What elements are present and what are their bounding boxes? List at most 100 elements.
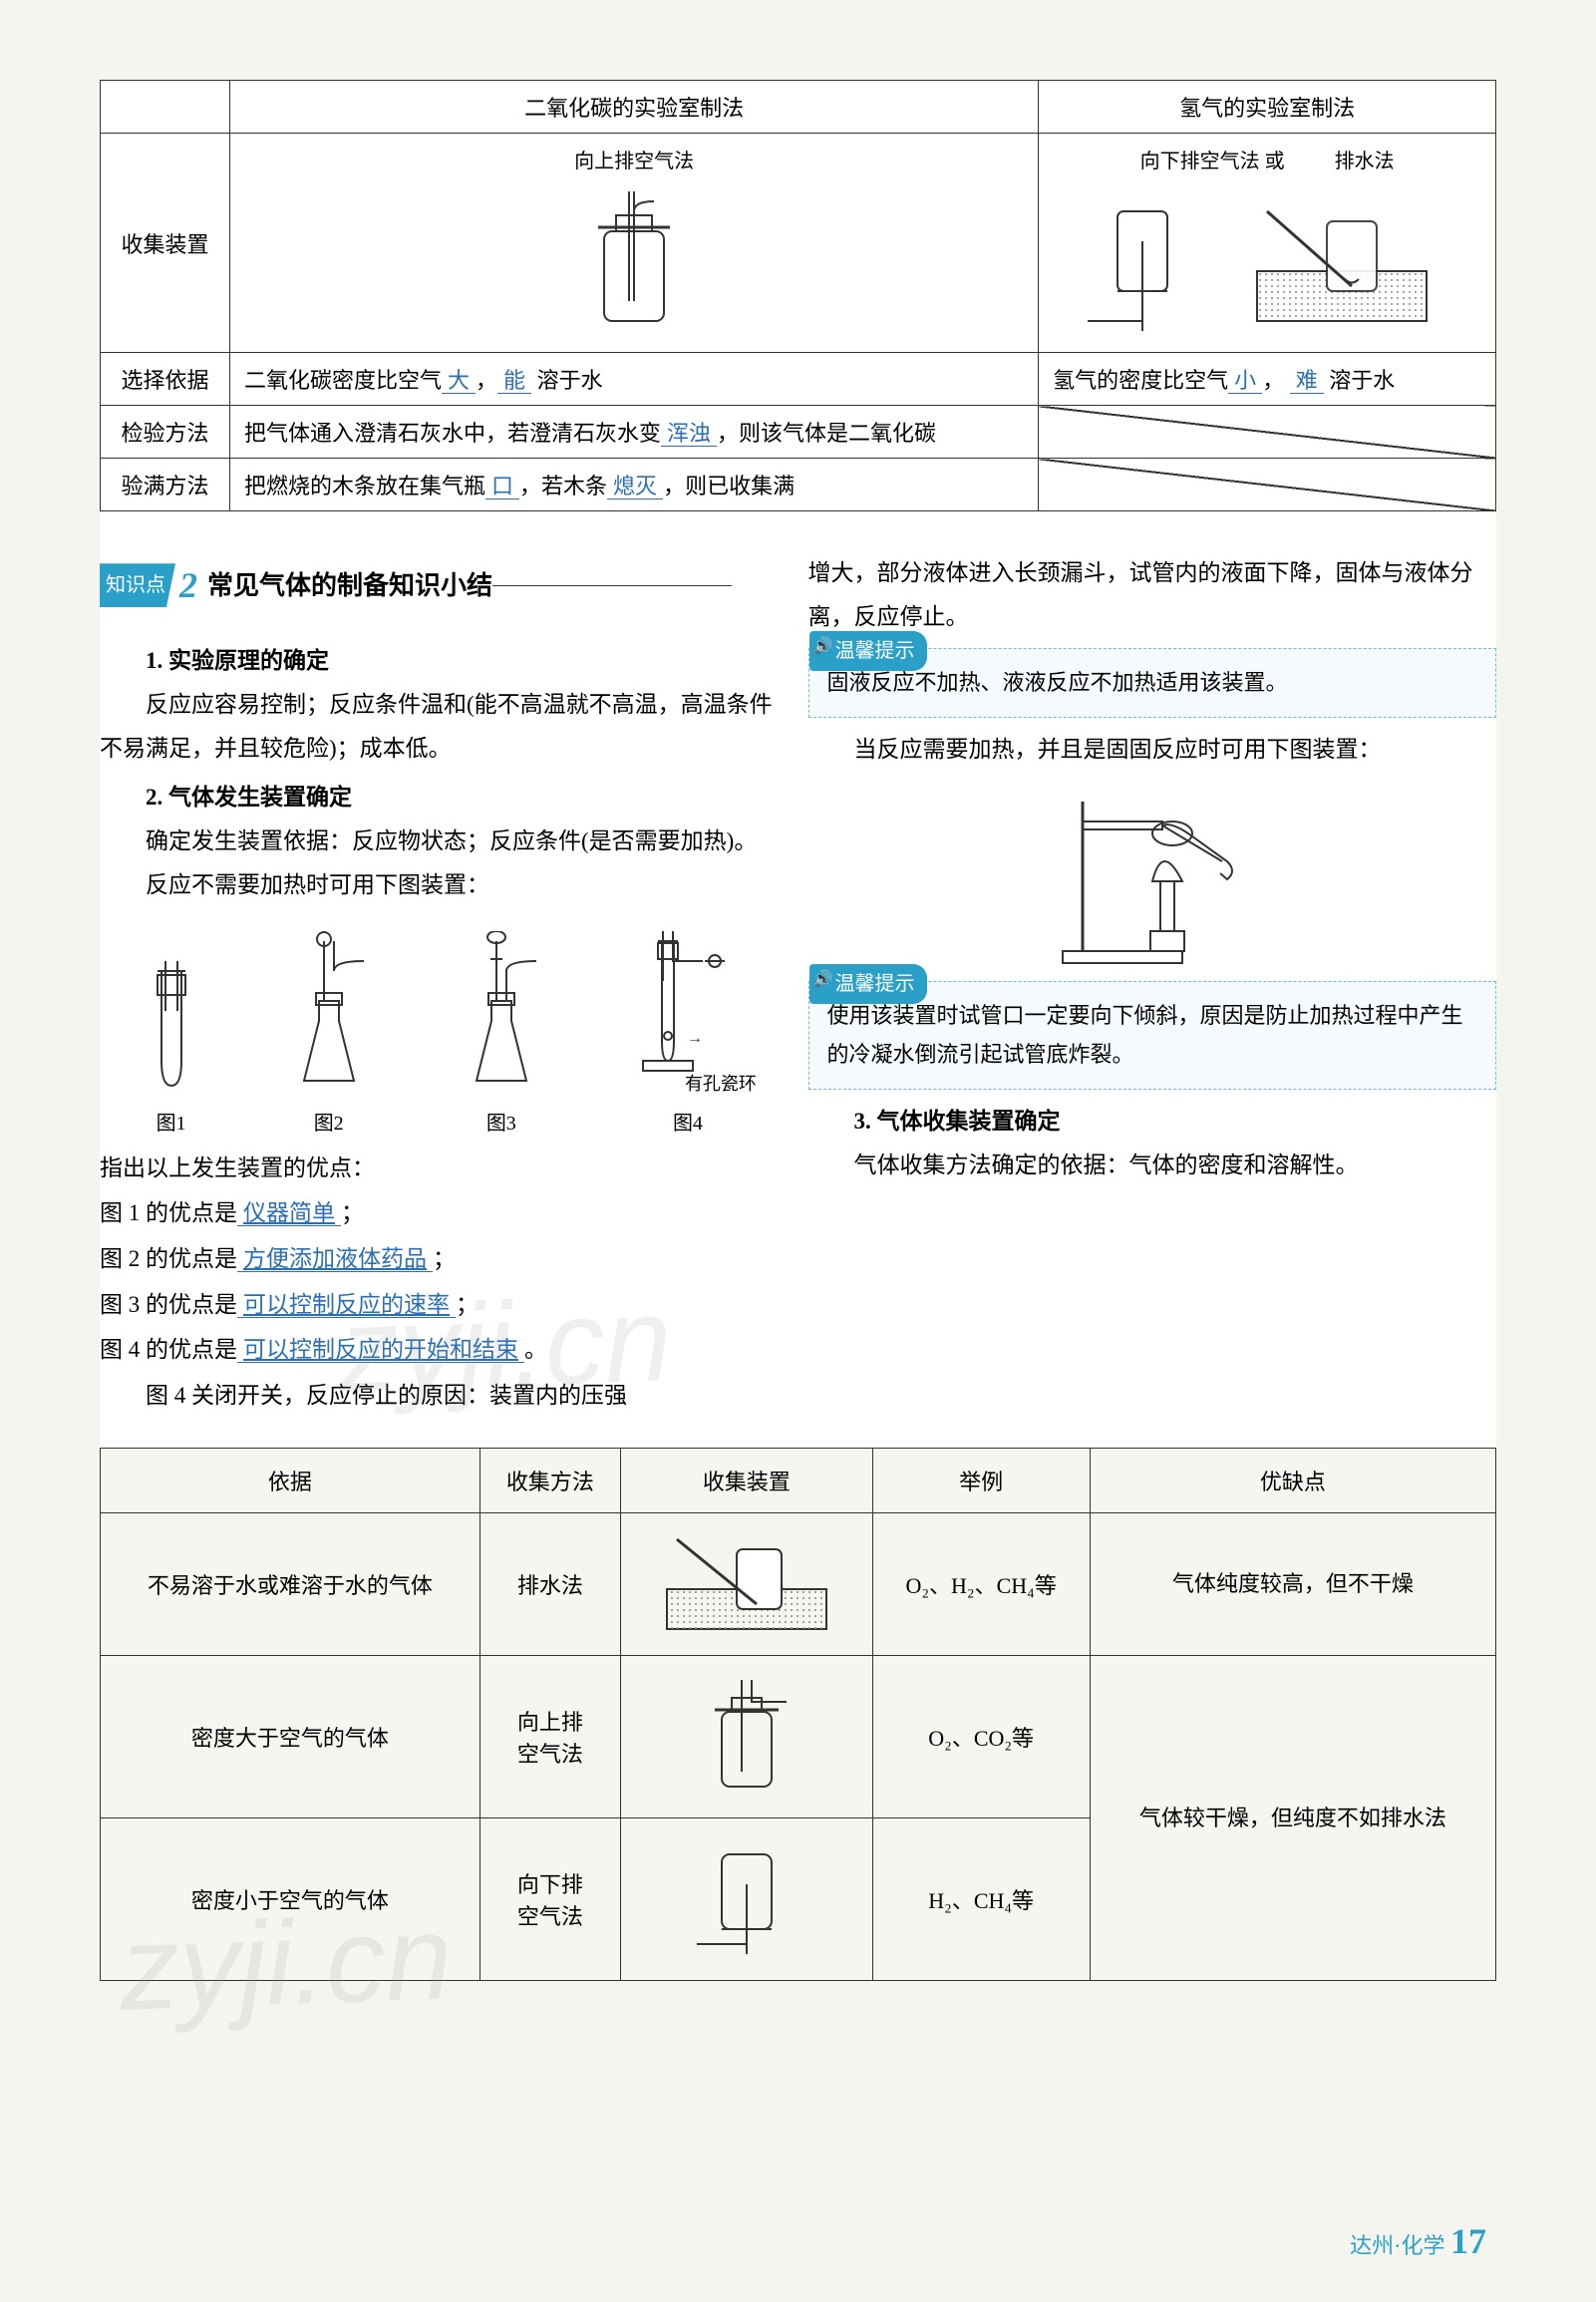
h2-collect-cell: 向下排空气法 或 排水法: [1039, 134, 1496, 353]
sec-3-head: 3. 气体收集装置确定: [808, 1100, 1497, 1144]
txt: ；: [341, 1200, 364, 1225]
co2-basis-cell: 二氧化碳密度比空气大，能 溶于水: [230, 353, 1039, 406]
apparatus-figures: 图1 图2: [100, 921, 789, 1143]
sec-3-body: 气体收集方法确定的依据：气体的密度和溶解性。: [808, 1144, 1497, 1187]
sec-2-p3: 反应不需要加热时可用下图装置：: [100, 863, 789, 907]
txt: 图 1 的优点是: [100, 1200, 237, 1225]
test-tube-icon: [132, 951, 211, 1101]
sec-2-head: 2. 气体发生装置确定: [100, 776, 789, 820]
empty-diag-cell: [1039, 406, 1496, 459]
intro-line: 指出以上发生装置的优点：: [100, 1147, 789, 1190]
down-air-icon: [687, 1834, 806, 1964]
flask-funnel-icon: [274, 931, 384, 1101]
flask-dropper-icon: [447, 931, 556, 1101]
fig4-line: 图 4 的优点是可以控制反应的开始和结束。: [100, 1328, 789, 1372]
sec-1-body: 反应应容易控制；反应条件温和(能不高温就不高温，高温条件不易满足，并且较危险)；…: [100, 683, 789, 770]
fig-1: 图1: [132, 951, 211, 1143]
row-label-collect: 收集装置: [101, 134, 230, 353]
th-method: 收集方法: [479, 1448, 620, 1512]
answer: 小: [1228, 368, 1262, 394]
txt: 溶于水: [531, 368, 603, 393]
method-1: 排水法: [479, 1512, 620, 1655]
txt: 图 3 的优点是: [100, 1292, 237, 1317]
th-basis: 依据: [101, 1448, 480, 1512]
kp-badge: 知识点: [100, 563, 175, 607]
co2-test-cell: 把气体通入澄清石灰水中，若澄清石灰水变浑浊，则该气体是二氧化碳: [230, 406, 1039, 459]
device-2: [621, 1655, 873, 1817]
co2-collect-cell: 向上排空气法: [230, 134, 1039, 353]
txt: 图 4 的优点是: [100, 1337, 237, 1362]
tip-text: 固液反应不加热、液液反应不加热适用该装置。: [827, 670, 1288, 695]
prep-compare-table: 二氧化碳的实验室制法 氢气的实验室制法 收集装置 向上排空气法 向下排空气法 或…: [100, 80, 1496, 511]
txt: 把燃烧的木条放在集气瓶: [244, 474, 485, 498]
h2-collect-icon: [1078, 181, 1456, 341]
fig4-note: 有孔瓷环: [685, 1067, 757, 1101]
answer: 方便添加液体药品: [237, 1246, 433, 1272]
answer: 可以控制反应的开始和结束: [237, 1337, 524, 1363]
tip-box-1: 温馨提示 固液反应不加热、液液反应不加热适用该装置。: [808, 648, 1497, 718]
col-header-h2: 氢气的实验室制法: [1039, 81, 1496, 134]
txt: 。: [524, 1337, 547, 1362]
knowledge-point-header: 知识点 2 常见气体的制备知识小结: [100, 551, 732, 619]
method-2: 向上排 空气法: [479, 1655, 620, 1817]
kp-number: 2: [179, 551, 197, 619]
txt: ，: [476, 368, 497, 393]
fig-label: 图4: [619, 1105, 757, 1143]
fig-3: 图3: [447, 931, 556, 1143]
answer: 可以控制反应的速率: [237, 1292, 456, 1318]
tip-label: 温馨提示: [809, 964, 927, 1004]
fig4-reason: 图 4 关闭开关，反应停止的原因：装置内的压强: [100, 1374, 789, 1418]
answer: 难: [1290, 368, 1324, 394]
th-merit: 优缺点: [1090, 1448, 1495, 1512]
col-header-co2: 二氧化碳的实验室制法: [230, 81, 1039, 134]
retort-stand-icon: [1023, 782, 1282, 971]
upward-air-bottle-icon: [574, 181, 694, 341]
kp-title: 常见气体的制备知识小结: [207, 561, 492, 610]
device-3: [621, 1817, 873, 1980]
fig-label: 图1: [132, 1105, 211, 1143]
answer: 仪器简单: [237, 1200, 341, 1226]
txt: ，若木条: [519, 474, 607, 498]
page-number: 17: [1450, 2221, 1486, 2261]
heating-apparatus: [808, 782, 1497, 971]
row-label-basis: 选择依据: [101, 353, 230, 406]
fig-label: 图3: [447, 1105, 556, 1143]
sec-1-head: 1. 实验原理的确定: [100, 639, 789, 683]
merit-1: 气体纯度较高，但不干燥: [1090, 1512, 1495, 1655]
basis-2: 密度大于空气的气体: [101, 1655, 480, 1817]
tip-box-2: 温馨提示 使用该装置时试管口一定要向下倾斜，原因是防止加热过程中产生的冷凝水倒流…: [808, 981, 1497, 1090]
txt: ，则已收集满: [663, 474, 795, 498]
th-device: 收集装置: [621, 1448, 873, 1512]
h2-basis-cell: 氢气的密度比空气小， 难 溶于水: [1039, 353, 1496, 406]
txt: 图 2 的优点是: [100, 1246, 237, 1271]
txt: 把气体通入澄清石灰水中，若澄清石灰水变: [244, 421, 661, 446]
txt: ；: [433, 1246, 456, 1271]
page-content: 二氧化碳的实验室制法 氢气的实验室制法 收集装置 向上排空气法 向下排空气法 或…: [100, 80, 1496, 1981]
answer: 口: [485, 474, 519, 499]
h2-down-label: 向下排空气法 或: [1140, 151, 1285, 172]
collection-table: 依据 收集方法 收集装置 举例 优缺点 不易溶于水或难溶于水的气体 排水法 O₂…: [100, 1448, 1496, 1981]
right-continue: 增大，部分液体进入长颈漏斗，试管内的液面下降，固体与液体分离，反应停止。: [808, 551, 1497, 638]
txt: ，则该气体是二氧化碳: [717, 421, 936, 446]
answer: 大: [442, 368, 476, 394]
method-3: 向下排 空气法: [479, 1817, 620, 1980]
example-2: O₂、CO₂等: [872, 1655, 1090, 1817]
corner-cell: [101, 81, 230, 134]
tip-text: 使用该装置时试管口一定要向下倾斜，原因是防止加热过程中产生的冷凝水倒流引起试管底…: [827, 1003, 1463, 1068]
region-label: 达州·化学: [1350, 2233, 1444, 2258]
fig-4: → 有孔瓷环 图4: [619, 921, 757, 1143]
basis-1: 不易溶于水或难溶于水的气体: [101, 1512, 480, 1655]
right-column: 增大，部分液体进入长颈漏斗，试管内的液面下降，固体与液体分离，反应停止。 温馨提…: [808, 551, 1497, 1418]
water-trough-icon: [657, 1529, 836, 1639]
txt: 溶于水: [1324, 368, 1396, 393]
kp-underline: [492, 585, 732, 586]
basis-3: 密度小于空气的气体: [101, 1817, 480, 1980]
empty-diag-cell: [1039, 459, 1496, 511]
row-label-test: 检验方法: [101, 406, 230, 459]
sec-2-p2: 确定发生装置依据：反应物状态；反应条件(是否需要加热)。: [100, 820, 789, 863]
example-3: H₂、CH₄等: [872, 1817, 1090, 1980]
txt: ，: [1262, 368, 1290, 393]
tip-label: 温馨提示: [809, 631, 927, 671]
co2-collect-label: 向上排空气法: [244, 145, 1024, 173]
page-footer: 达州·化学 17: [1350, 2220, 1486, 2262]
